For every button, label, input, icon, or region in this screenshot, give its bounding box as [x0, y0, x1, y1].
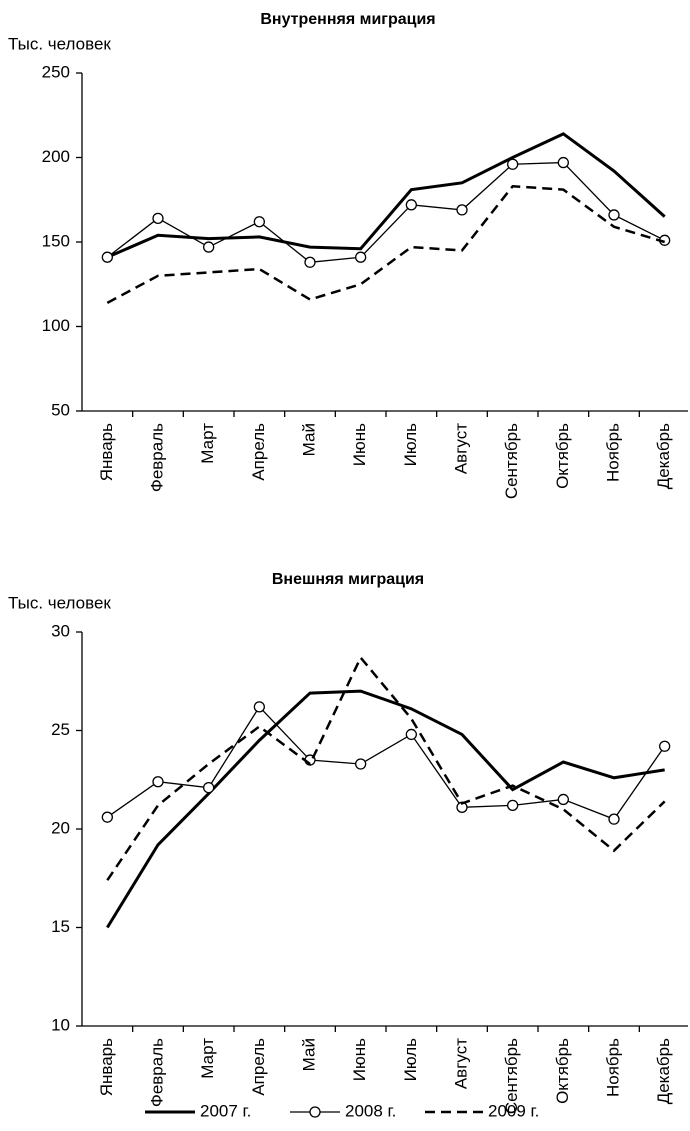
x-tick-label: Октябрь [553, 1038, 572, 1104]
chart-title: Внешняя миграция [272, 571, 424, 588]
y-axis-label: Тыс. человек [8, 593, 111, 612]
y-tick-label: 10 [51, 1015, 70, 1034]
marker [253, 701, 265, 713]
marker [659, 740, 671, 752]
x-tick-label: Январь [97, 1038, 116, 1096]
marker [152, 212, 164, 224]
y-tick-label: 150 [42, 231, 70, 250]
legend-marker [309, 1106, 321, 1118]
series-line [106, 705, 666, 820]
y-tick-label: 50 [51, 400, 70, 419]
marker [608, 209, 620, 221]
marker [405, 728, 417, 741]
x-tick-label: Февраль [147, 423, 166, 492]
y-tick-label: 250 [42, 62, 70, 81]
x-tick-label: Апрель [249, 423, 268, 481]
y-tick-label: 20 [51, 818, 70, 837]
legend-label: 2008 г. [345, 1101, 396, 1120]
x-tick-label: Июль [401, 423, 420, 467]
x-tick-label: Январь [97, 423, 116, 481]
marker [253, 216, 265, 228]
x-tick-label: Февраль [147, 1038, 166, 1107]
series-line [106, 184, 666, 304]
chart-title: Внутренняя миграция [260, 11, 435, 28]
marker [557, 156, 569, 169]
series-line [106, 161, 665, 263]
marker [152, 776, 164, 788]
marker [405, 199, 417, 211]
x-tick-label: Декабрь [654, 1038, 673, 1104]
x-tick-label: Сентябрь [502, 423, 521, 499]
x-tick-label: Июнь [350, 1038, 369, 1081]
x-tick-label: Ноябрь [603, 423, 622, 482]
x-tick-label: Апрель [249, 1038, 268, 1096]
y-tick-label: 200 [42, 147, 70, 166]
marker [203, 241, 215, 253]
marker [507, 799, 519, 812]
y-tick-label: 15 [51, 917, 70, 936]
x-tick-label: Декабрь [654, 423, 673, 489]
x-tick-label: Март [198, 423, 217, 464]
marker [456, 204, 468, 216]
y-tick-label: 30 [51, 621, 70, 640]
marker [304, 256, 316, 268]
x-tick-label: Май [299, 1038, 318, 1071]
marker [355, 758, 367, 770]
marker [507, 158, 519, 170]
y-tick-label: 100 [42, 316, 70, 335]
x-tick-label: Июнь [350, 423, 369, 466]
x-tick-label: Июль [401, 1038, 420, 1082]
x-tick-label: Август [451, 423, 470, 474]
x-tick-label: Май [299, 423, 318, 456]
series-line [106, 689, 665, 929]
y-axis-label: Тыс. человек [8, 34, 111, 53]
marker [101, 811, 113, 823]
x-tick-label: Ноябрь [603, 1038, 622, 1097]
x-tick-label: Сентябрь [502, 1038, 521, 1114]
marker [608, 813, 620, 825]
legend-label: 2007 г. [200, 1101, 251, 1120]
marker [101, 251, 113, 263]
y-tick-label: 25 [51, 720, 70, 739]
marker [203, 781, 215, 794]
x-tick-label: Август [451, 1038, 470, 1089]
x-tick-label: Март [198, 1038, 217, 1079]
marker [557, 793, 569, 806]
marker [355, 251, 367, 263]
legend-label: 2009 г. [488, 1101, 539, 1120]
series-line [106, 132, 666, 259]
series-line [106, 655, 666, 881]
x-tick-label: Октябрь [553, 423, 572, 489]
